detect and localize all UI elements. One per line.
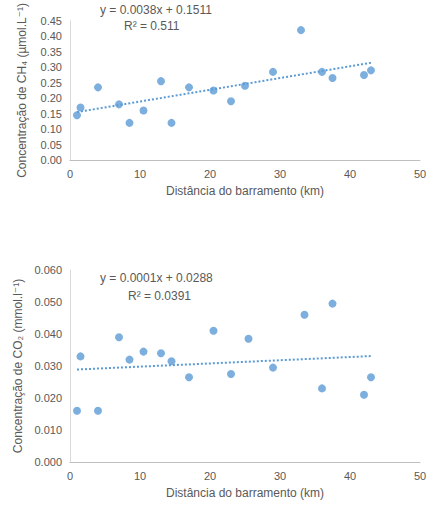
svg-text:0.25: 0.25: [41, 77, 62, 89]
svg-text:R² = 0.0391: R² = 0.0391: [128, 289, 191, 303]
svg-text:0.45: 0.45: [41, 15, 62, 27]
svg-text:0.15: 0.15: [41, 108, 62, 120]
svg-text:Distância do barramento (km): Distância do barramento (km): [166, 486, 324, 500]
svg-text:0.10: 0.10: [41, 123, 62, 135]
svg-text:y = 0.0001x + 0.0288: y = 0.0001x + 0.0288: [100, 271, 213, 285]
svg-text:0.35: 0.35: [41, 46, 62, 58]
svg-text:0.30: 0.30: [41, 61, 62, 73]
svg-text:0.030: 0.030: [34, 360, 62, 372]
svg-text:R² = 0.511: R² = 0.511: [124, 19, 180, 33]
svg-text:10: 10: [134, 168, 146, 180]
svg-text:0.00: 0.00: [41, 154, 62, 166]
svg-text:40: 40: [344, 470, 356, 482]
svg-text:0: 0: [67, 470, 73, 482]
svg-text:50: 50: [414, 168, 426, 180]
svg-text:0.20: 0.20: [41, 92, 62, 104]
svg-text:0.40: 0.40: [41, 30, 62, 42]
svg-text:0.05: 0.05: [41, 139, 62, 151]
svg-text:10: 10: [134, 470, 146, 482]
svg-text:0.040: 0.040: [34, 328, 62, 340]
svg-text:y = 0.0038x + 0.1511: y = 0.0038x + 0.1511: [100, 3, 212, 17]
svg-text:Concentração de CO₂ (mmol.l⁻¹): Concentração de CO₂ (mmol.l⁻¹): [11, 279, 25, 453]
svg-text:0.060: 0.060: [34, 264, 62, 276]
svg-text:40: 40: [344, 168, 356, 180]
svg-text:0.050: 0.050: [34, 296, 62, 308]
svg-text:50: 50: [414, 470, 426, 482]
svg-text:30: 30: [274, 168, 286, 180]
svg-text:30: 30: [274, 470, 286, 482]
svg-text:0.000: 0.000: [34, 456, 62, 468]
svg-text:20: 20: [204, 470, 216, 482]
svg-text:0.010: 0.010: [34, 424, 62, 436]
svg-text:20: 20: [204, 168, 216, 180]
svg-text:Distância do barramento (km): Distância do barramento (km): [166, 184, 324, 198]
svg-text:0: 0: [67, 168, 73, 180]
svg-text:0.020: 0.020: [34, 392, 62, 404]
svg-text:Concentração de CH₄ (µmol.L⁻¹): Concentração de CH₄ (µmol.L⁻¹): [15, 3, 29, 178]
